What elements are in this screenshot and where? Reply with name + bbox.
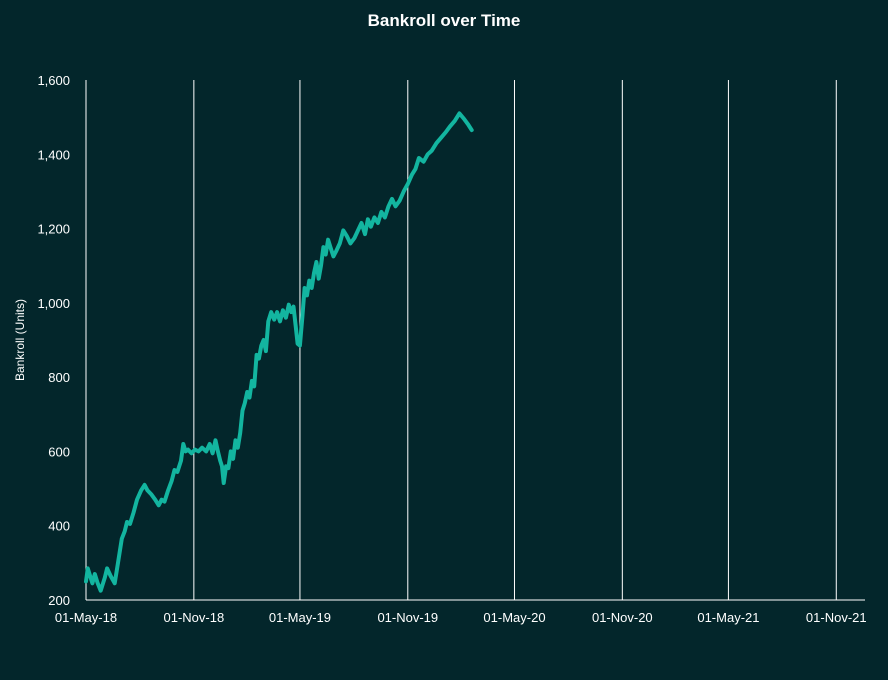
y-tick-label: 400 [48,519,70,534]
x-tick-label: 01-Nov-20 [592,610,653,625]
y-tick-label: 600 [48,444,70,459]
y-tick-label: 1,000 [37,296,70,311]
x-tick-label: 01-Nov-18 [164,610,225,625]
y-axis-ticks: 200 400 600 800 1,000 1,200 1,400 1,600 [37,73,70,608]
x-tick-label: 01-May-21 [697,610,759,625]
x-tick-label: 01-May-18 [55,610,117,625]
gridlines [85,80,837,600]
y-tick-label: 1,200 [37,222,70,237]
x-tick-label: 01-Nov-19 [377,610,438,625]
x-tick-label: 01-May-19 [269,610,331,625]
x-tick-label: 01-Nov-21 [806,610,867,625]
chart-title: Bankroll over Time [368,11,521,30]
x-axis-ticks: 01-May-18 01-Nov-18 01-May-19 01-Nov-19 01-M… [55,610,867,625]
bankroll-series-line [84,111,474,593]
y-tick-label: 800 [48,370,70,385]
y-tick-label: 1,400 [37,147,70,162]
y-axis-label: Bankroll (Units) [13,299,27,381]
y-tick-label: 1,600 [37,73,70,88]
y-tick-label: 200 [48,593,70,608]
x-tick-label: 01-May-20 [483,610,545,625]
